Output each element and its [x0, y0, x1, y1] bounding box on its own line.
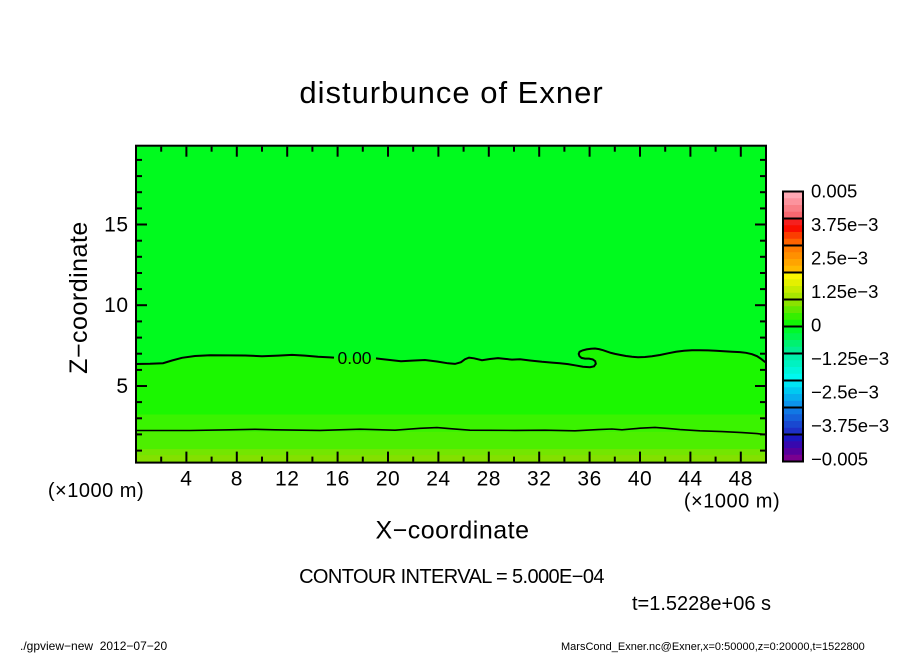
svg-text:(×1000 m): (×1000 m): [684, 491, 780, 513]
svg-text:4: 4: [180, 468, 192, 491]
svg-text:40: 40: [628, 468, 652, 491]
svg-text:24: 24: [426, 468, 450, 491]
svg-text:MarsCond_Exner.nc@Exner,x=0:50: MarsCond_Exner.nc@Exner,x=0:50000,z=0:20…: [561, 641, 865, 653]
svg-text:Z−coordinate: Z−coordinate: [65, 221, 93, 374]
svg-text:32: 32: [527, 468, 551, 491]
svg-text:(×1000 m): (×1000 m): [48, 480, 144, 502]
svg-text:−3.75e−3: −3.75e−3: [811, 415, 889, 436]
svg-text:t=1.5228e+06 s: t=1.5228e+06 s: [632, 593, 771, 615]
svg-text:disturbunce of Exner: disturbunce of Exner: [299, 75, 603, 110]
svg-text:36: 36: [577, 468, 601, 491]
svg-text:−2.5e−3: −2.5e−3: [811, 382, 879, 403]
svg-text:2.5e−3: 2.5e−3: [811, 248, 868, 269]
svg-text:48: 48: [729, 468, 753, 491]
svg-text:1.25e−3: 1.25e−3: [811, 281, 878, 302]
svg-text:8: 8: [231, 468, 243, 491]
svg-text:3.75e−3: 3.75e−3: [811, 214, 878, 235]
svg-text:0.00: 0.00: [337, 348, 371, 368]
svg-text:X−coordinate: X−coordinate: [375, 516, 529, 544]
svg-text:44: 44: [678, 468, 702, 491]
svg-text:−0.005: −0.005: [811, 449, 868, 470]
svg-text:16: 16: [325, 468, 349, 491]
svg-text:0.005: 0.005: [811, 181, 857, 202]
svg-text:CONTOUR INTERVAL = 5.000E−04: CONTOUR INTERVAL = 5.000E−04: [299, 566, 604, 588]
svg-text:0: 0: [811, 315, 821, 336]
svg-text:20: 20: [376, 468, 400, 491]
svg-text:28: 28: [477, 468, 501, 491]
svg-text:10: 10: [104, 294, 128, 317]
svg-text:−1.25e−3: −1.25e−3: [811, 348, 889, 369]
svg-text:./gpview−new 2012−07−20: ./gpview−new 2012−07−20: [20, 639, 167, 653]
svg-text:5: 5: [116, 375, 128, 398]
svg-text:12: 12: [275, 468, 299, 491]
svg-text:15: 15: [104, 214, 128, 237]
